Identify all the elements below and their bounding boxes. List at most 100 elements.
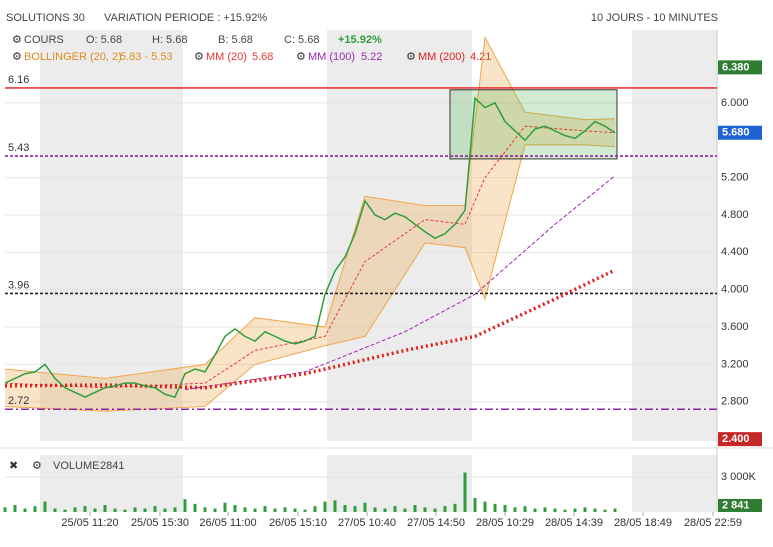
volume-bar <box>253 508 257 512</box>
volume-bar <box>413 505 417 512</box>
price-badge-label: 5.680 <box>722 127 750 139</box>
session-shade <box>327 455 472 512</box>
legend-mm200: MM (200) <box>418 51 465 63</box>
session-shade <box>632 30 717 441</box>
volume-bar <box>193 503 197 512</box>
price-line <box>4 96 616 398</box>
volume-bar <box>143 508 147 512</box>
volume-label: VOLUME <box>53 460 99 472</box>
volume-bar <box>223 502 227 512</box>
level-label: 5.43 <box>8 142 29 154</box>
volume-bar <box>553 508 557 512</box>
price-badge <box>718 125 762 140</box>
volume-bar <box>123 509 127 512</box>
volume-bar <box>73 507 77 512</box>
volume-bar <box>263 506 267 512</box>
volume-bar <box>13 505 17 512</box>
close-icon[interactable]: ✖ <box>9 460 18 472</box>
y-tick-label: 5.200 <box>721 171 749 183</box>
x-tick-label: 28/05 22:59 <box>684 517 742 529</box>
legend-close: C: 5.68 <box>284 34 319 46</box>
session-shade <box>40 30 183 441</box>
gear-icon[interactable]: ⚙ <box>296 51 306 63</box>
volume-bar <box>393 506 397 512</box>
volume-bar <box>513 507 517 512</box>
y-tick-label: 2.800 <box>721 396 749 408</box>
volume-bar <box>33 506 37 512</box>
volume-badge-label: 2 841 <box>722 499 750 511</box>
level-label: 3.96 <box>8 279 29 291</box>
volume-bar <box>23 508 27 512</box>
volume-bar <box>483 501 487 512</box>
x-tick-label: 25/05 15:30 <box>131 517 189 529</box>
volume-bar <box>363 502 367 512</box>
volume-bar <box>183 499 187 512</box>
volume-bar <box>113 508 117 512</box>
volume-bar <box>323 501 327 512</box>
session-shade <box>40 455 183 512</box>
volume-bar <box>593 508 597 512</box>
volume-bar <box>63 509 67 512</box>
period: 10 JOURS - 10 MINUTES <box>591 12 718 24</box>
volume-bar <box>213 508 217 512</box>
volume-bar <box>333 500 337 512</box>
gear-icon[interactable]: ⚙ <box>12 51 22 63</box>
volume-bar <box>613 508 617 512</box>
price-badge <box>718 432 762 447</box>
volume-bar <box>563 509 567 512</box>
y-tick-label: 4.400 <box>721 246 749 258</box>
volume-bar <box>203 507 207 512</box>
volume-bar <box>433 508 437 512</box>
volume-bar <box>583 507 587 512</box>
volume-bar <box>523 506 527 512</box>
volume-bar <box>173 507 177 512</box>
volume-bar <box>603 509 607 512</box>
y-tick-label: 3.200 <box>721 358 749 370</box>
gear-icon[interactable]: ⚙ <box>32 460 42 472</box>
volume-bar <box>93 508 97 512</box>
legend-mm100-value: 5.22 <box>361 51 382 63</box>
y-tick-label: 4.000 <box>721 284 749 296</box>
volume-tick-label: 3 000K <box>721 471 757 483</box>
volume-bar <box>303 509 307 512</box>
moving-average <box>184 175 616 391</box>
volume-bar <box>503 505 507 512</box>
volume-bar <box>373 507 377 512</box>
legend-open: O: 5.68 <box>86 34 122 46</box>
gear-icon[interactable]: ⚙ <box>12 34 22 46</box>
price-badge <box>718 60 762 75</box>
volume-bar <box>443 506 447 512</box>
level-label: 2.72 <box>8 395 29 407</box>
volume-bar <box>273 508 277 512</box>
legend-bollinger: BOLLINGER (20, 2) <box>24 51 122 63</box>
volume-bar <box>463 472 467 512</box>
volume-bar <box>103 505 107 512</box>
gear-icon[interactable]: ⚙ <box>406 51 416 63</box>
x-tick-label: 26/05 15:10 <box>269 517 327 529</box>
legend-change: +15.92% <box>338 34 382 46</box>
title: SOLUTIONS 30 <box>6 12 85 24</box>
gear-icon[interactable]: ⚙ <box>194 51 204 63</box>
volume-bar <box>3 507 7 512</box>
volume-bar <box>293 508 297 512</box>
bollinger-upper <box>4 35 616 379</box>
volume-bar <box>163 508 167 512</box>
volume-bar <box>573 508 577 512</box>
legend-cours: COURS <box>24 34 64 46</box>
y-tick-label: 6.000 <box>721 97 749 109</box>
legend-high: H: 5.68 <box>152 34 187 46</box>
session-shade <box>327 30 472 441</box>
legend-mm100: MM (100) <box>308 51 355 63</box>
volume-badge <box>718 498 762 512</box>
volume-bar <box>453 503 457 512</box>
volume-bar <box>493 503 497 512</box>
volume-bar <box>423 507 427 512</box>
volume-bar <box>43 501 47 512</box>
price-badge-label: 6.380 <box>722 61 750 73</box>
volume-bar <box>313 506 317 512</box>
volume-bar <box>533 508 537 512</box>
legend-mm20: MM (20) <box>206 51 247 63</box>
legend-mm20-value: 5.68 <box>252 51 273 63</box>
session-shade <box>632 455 717 512</box>
volume-bar <box>133 507 137 512</box>
